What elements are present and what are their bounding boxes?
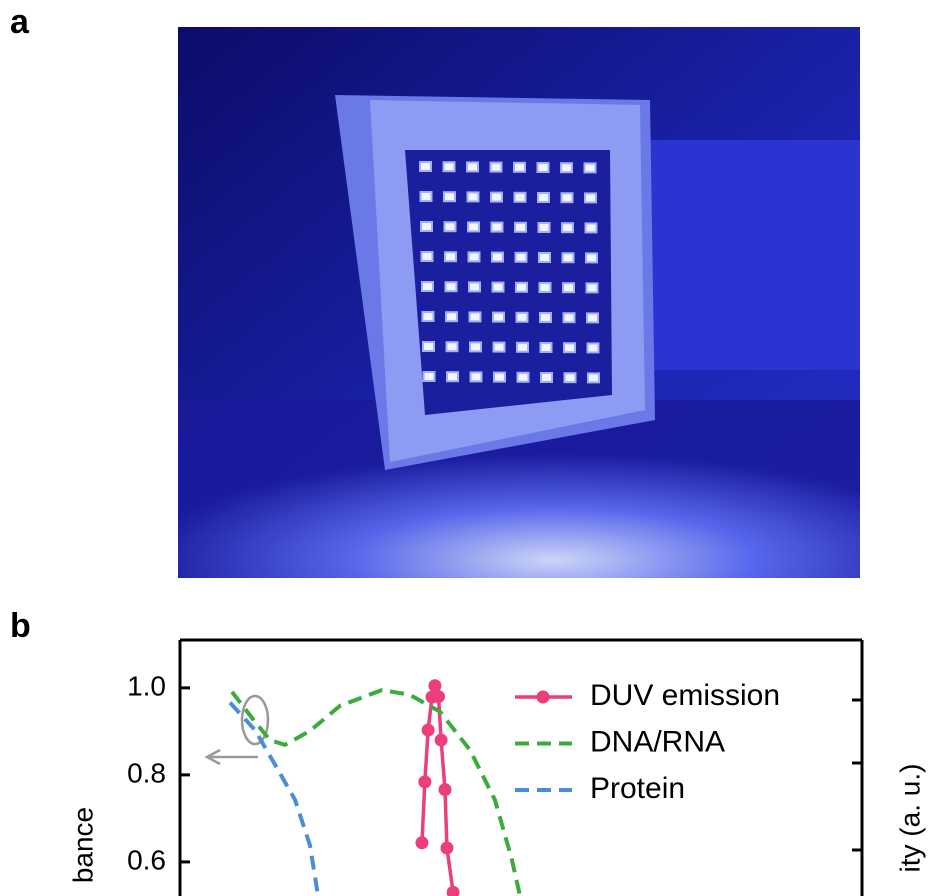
led	[560, 162, 573, 174]
data-point	[415, 836, 429, 850]
annotation-arrow	[204, 694, 270, 766]
data-point	[440, 841, 454, 855]
led	[516, 341, 529, 353]
led	[443, 221, 457, 233]
led	[491, 281, 505, 293]
led	[560, 192, 574, 204]
led	[537, 192, 550, 203]
led	[445, 311, 458, 323]
led	[563, 342, 576, 354]
led	[446, 371, 459, 383]
led	[467, 221, 480, 233]
led	[585, 282, 599, 294]
plot-area	[228, 679, 522, 896]
led	[583, 162, 597, 174]
led	[467, 251, 481, 263]
y-tick-label: 0.6	[127, 844, 166, 875]
y2-axis-label: ity (a. u.)	[894, 764, 925, 873]
led	[469, 371, 483, 383]
led	[586, 342, 600, 354]
legend-label: DUV emission	[590, 679, 780, 712]
y-axis-label: bance	[67, 807, 98, 883]
data-point	[438, 783, 452, 797]
led	[420, 221, 433, 232]
led	[562, 282, 575, 294]
led	[422, 371, 436, 382]
led	[421, 281, 434, 292]
led	[444, 251, 457, 263]
led	[563, 372, 577, 384]
led	[489, 161, 503, 173]
led	[585, 252, 598, 264]
data-point	[421, 723, 435, 737]
led	[514, 251, 528, 263]
led	[515, 281, 528, 293]
led	[561, 222, 574, 234]
led	[444, 281, 458, 293]
led	[492, 311, 505, 323]
led	[419, 161, 432, 172]
led	[493, 371, 506, 383]
led	[419, 191, 433, 202]
data-point	[434, 733, 448, 747]
axes-frame	[178, 638, 864, 896]
led	[490, 221, 504, 233]
led	[536, 162, 550, 173]
led	[586, 312, 599, 324]
led	[445, 341, 459, 353]
panel-label: a	[10, 3, 30, 41]
led	[587, 372, 600, 384]
led	[584, 192, 597, 204]
y-tick-label: 1.0	[127, 670, 166, 701]
series-line	[230, 687, 522, 896]
led	[466, 161, 479, 173]
led	[421, 311, 435, 322]
led	[443, 191, 456, 203]
photo	[178, 27, 860, 578]
led	[561, 252, 575, 264]
led	[584, 222, 598, 234]
led	[422, 341, 435, 352]
legend-label: DNA/RNA	[590, 725, 725, 758]
led	[515, 311, 529, 323]
led	[490, 191, 503, 203]
data-point	[428, 679, 442, 693]
led	[468, 281, 481, 293]
data-point	[432, 690, 446, 704]
legend-marker	[536, 690, 550, 704]
led	[539, 312, 552, 323]
led	[466, 191, 480, 203]
led	[514, 221, 527, 233]
led	[491, 251, 504, 263]
series-line	[228, 701, 320, 896]
legend-label: Protein	[590, 772, 685, 805]
led	[539, 342, 553, 353]
led	[469, 341, 482, 353]
led	[492, 341, 506, 353]
panel-label: b	[10, 607, 31, 645]
led	[562, 312, 576, 324]
led	[538, 252, 551, 263]
led	[513, 161, 526, 173]
led	[420, 251, 434, 262]
data-point	[418, 775, 432, 789]
led	[537, 222, 551, 233]
led	[540, 372, 553, 383]
data-point	[446, 885, 460, 896]
led	[516, 371, 530, 383]
led	[513, 191, 527, 203]
led	[442, 161, 456, 173]
led	[538, 282, 552, 293]
led	[468, 311, 482, 323]
y-tick-label: 0.8	[127, 757, 166, 788]
